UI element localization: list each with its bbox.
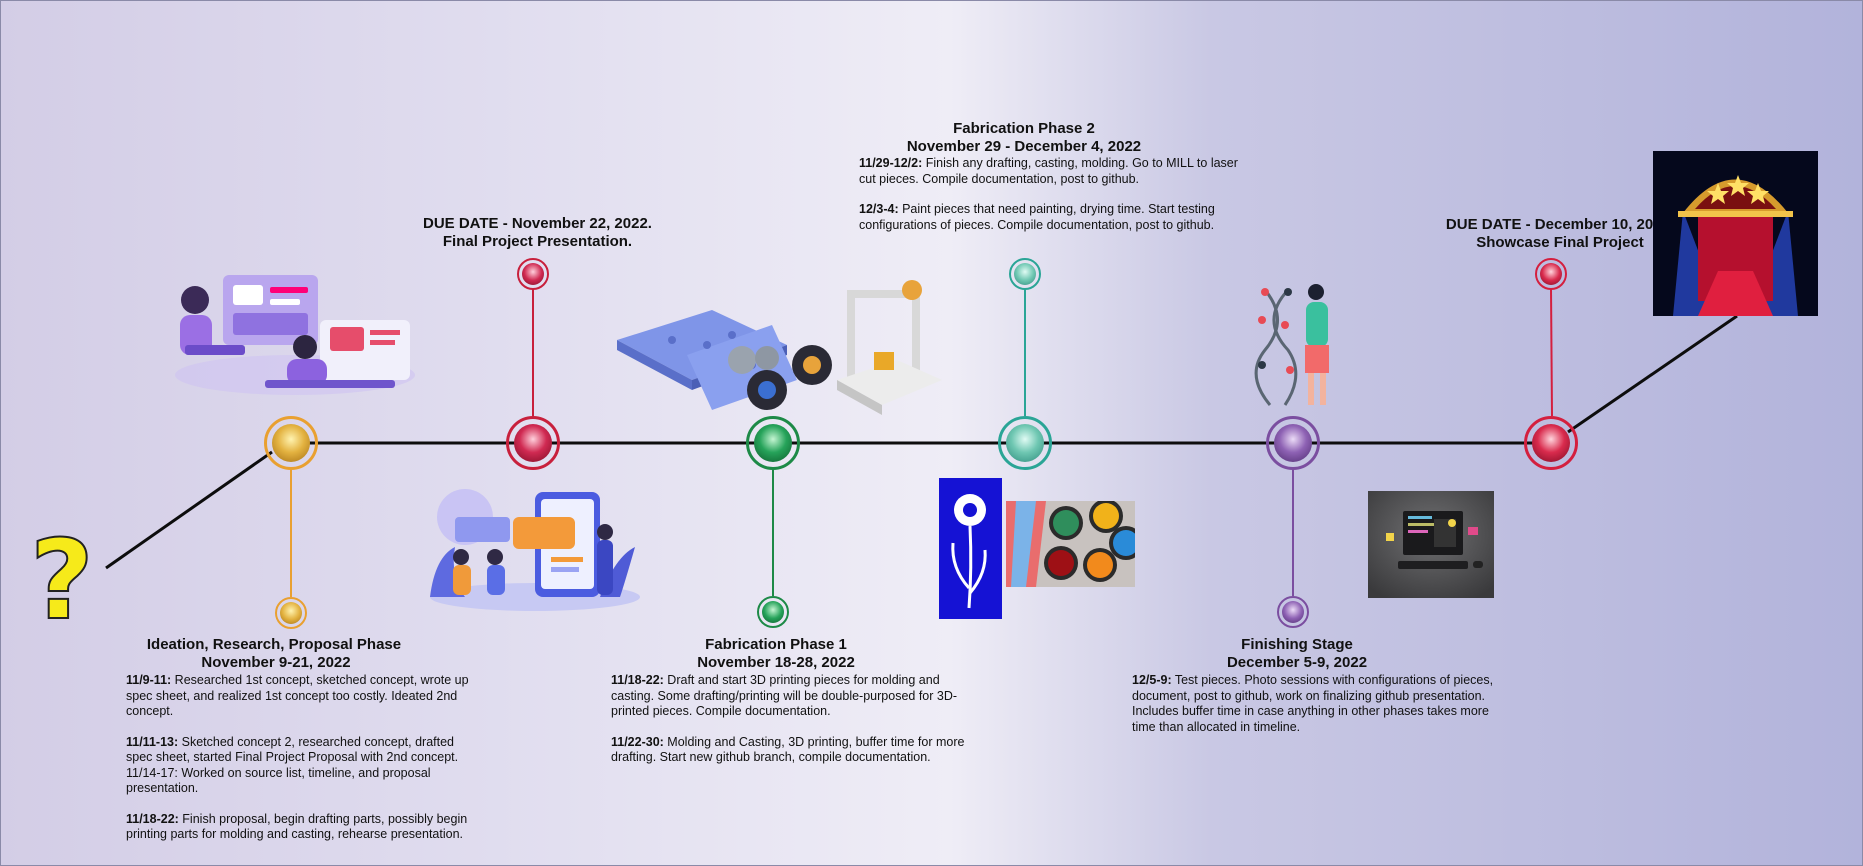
- fab1-dates: November 18-28, 2022: [697, 654, 855, 671]
- node-ideation-end: [275, 597, 307, 629]
- showcase-stage-image: [1653, 151, 1818, 316]
- node-ideation: [264, 416, 318, 470]
- fab1-entry-2: 11/22-30: Molding and Casting, 3D printi…: [611, 734, 965, 765]
- due2-title: DUE DATE - December 10, 2022.: [1445, 216, 1675, 233]
- ideation-entry-2: 11/11-13: Sketched concept 2, researched…: [126, 734, 459, 796]
- node-due2-end: [1535, 258, 1567, 290]
- ideation-entry-3: 11/18-22: Finish proposal, begin draftin…: [126, 811, 468, 842]
- fab2-title: Fabrication Phase 2: [953, 120, 1095, 137]
- due1-subtitle: Final Project Presentation.: [442, 233, 633, 250]
- node-fab2-end: [1009, 258, 1041, 290]
- fab2-dates: November 29 - December 4, 2022: [906, 138, 1142, 155]
- finishing-text: Finishing Stage December 5-9, 2022 12/5-…: [1132, 636, 1512, 750]
- node-due1-end: [517, 258, 549, 290]
- presentation-illustration: [430, 489, 640, 611]
- node-fab1-end: [757, 596, 789, 628]
- research-illustration: [175, 275, 415, 395]
- fab2-entry-2: 12/3-4: Paint pieces that need painting,…: [859, 202, 1215, 232]
- ideation-title: Ideation, Research, Proposal Phase: [146, 636, 402, 653]
- timeline-start-diagonal: [105, 450, 273, 570]
- workspace-photo: [1368, 491, 1494, 598]
- due1-title: DUE DATE - November 22, 2022.: [423, 215, 652, 232]
- daffodil-cutout-image: [939, 478, 1002, 619]
- node-due2: [1524, 416, 1578, 470]
- due2-subtitle: Showcase Final Project: [1476, 234, 1644, 251]
- node-fab2: [998, 416, 1052, 470]
- scientist-illustration: [1254, 284, 1329, 406]
- timeline-end-diagonal: [1567, 314, 1738, 434]
- due2-text: DUE DATE - December 10, 2022. Showcase F…: [1425, 216, 1695, 252]
- ideation-entry-1: 11/9-11: Researched 1st concept, sketche…: [126, 673, 469, 718]
- fab2-text: Fabrication Phase 2 November 29 - Decemb…: [859, 120, 1239, 248]
- node-fab1: [746, 416, 800, 470]
- fab2-entry-1: 11/29-12/2: Finish any drafting, casting…: [859, 156, 1238, 186]
- finishing-entry-1: 12/5-9: Test pieces. Photo sessions with…: [1132, 673, 1494, 734]
- fab1-title: Fabrication Phase 1: [705, 636, 847, 653]
- node-finishing-end: [1277, 596, 1309, 628]
- finishing-title: Finishing Stage: [1241, 636, 1353, 653]
- finishing-dates: December 5-9, 2022: [1226, 654, 1368, 671]
- ideation-text: Ideation, Research, Proposal Phase Novem…: [126, 636, 481, 858]
- stem-due2: [1550, 288, 1553, 417]
- fab1-text: Fabrication Phase 1 November 18-28, 2022…: [611, 636, 981, 781]
- due1-text: DUE DATE - November 22, 2022. Final Proj…: [410, 215, 665, 251]
- question-mark-icon: ?: [29, 516, 95, 644]
- paint-cans-image: [1006, 501, 1135, 587]
- molds-printer-illustration: [617, 280, 942, 415]
- fab1-entry-1: 11/18-22: Draft and start 3D printing pi…: [611, 673, 958, 718]
- node-due1: [506, 416, 560, 470]
- node-finishing: [1266, 416, 1320, 470]
- ideation-dates: November 9-21, 2022: [201, 654, 351, 671]
